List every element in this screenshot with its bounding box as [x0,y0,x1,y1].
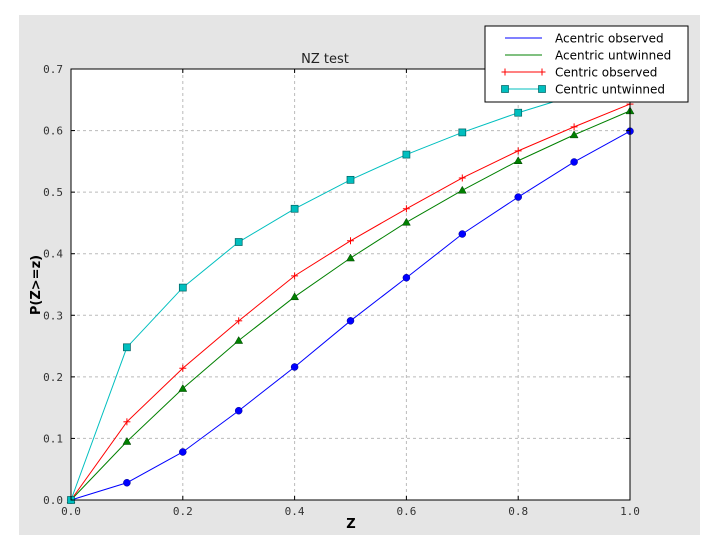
y-tick-label: 0.0 [43,494,63,507]
legend-marker [501,85,509,93]
data-point [178,384,188,392]
data-point [513,156,523,164]
legend-label: Centric untwinned [555,83,665,97]
data-point [179,448,187,456]
data-point [402,273,411,282]
x-tick-label: 0.4 [285,505,305,518]
x-axis-label: Z [346,517,355,532]
x-tick-label: 1.0 [620,505,640,518]
data-point [123,418,131,426]
data-point [290,363,299,371]
data-point [458,128,467,137]
legend-marker [538,68,546,76]
data-point [570,158,578,166]
data-point [458,230,467,238]
data-point [122,437,132,445]
data-point [291,272,299,280]
y-tick-label: 0.1 [43,432,63,445]
legend: Acentric observed Acentric untwinned Centr… [484,25,689,103]
y-tick-label: 0.5 [43,186,63,199]
data-point [234,406,243,415]
data-point [401,217,411,226]
data-point [234,238,243,246]
ticks: 0.0 0.2 0.4 0.6 0.8 1.0 0.0 0.1 0.2 0.3 0.4 0.5 0.6 0… [43,63,640,518]
data-point [290,204,299,213]
y-tick-label: 0.7 [43,63,63,76]
data-point [514,193,522,201]
chart-title: NZ test [301,52,349,67]
legend-marker [538,85,546,93]
x-tick-label: 0.2 [173,505,193,518]
data-point [402,150,411,159]
data-point [347,237,354,245]
data-point [178,283,187,292]
data-point [569,130,579,139]
x-tick-label: 0.8 [508,505,528,518]
data-point [514,108,523,117]
y-tick-label: 0.2 [43,371,63,384]
x-tick-label: 0.6 [396,505,416,518]
legend-label: Acentric untwinned [555,49,671,63]
y-tick-label: 0.4 [43,248,63,261]
data-point [123,343,131,352]
plot-frame [70,68,631,501]
data-point [346,175,355,184]
legend-marker [501,68,509,76]
data-point [123,479,131,487]
data-point [346,317,355,325]
data-point [457,185,467,194]
data-point [514,147,522,155]
data-point [346,253,355,262]
plot-area [71,69,630,500]
data-point [179,364,187,372]
data-point [458,174,466,182]
data-point [235,317,243,325]
y-tick-label: 0.6 [43,125,63,138]
x-tick-label: 0.0 [61,505,81,518]
data-point [290,292,300,301]
data-point [402,205,410,213]
legend-label: Centric observed [555,66,657,80]
legend-label: Acentric observed [555,32,664,46]
data-point [570,123,578,131]
y-axis-label: P(Z>=z) [29,255,44,315]
y-tick-label: 0.3 [43,309,63,322]
data-point [234,336,244,344]
